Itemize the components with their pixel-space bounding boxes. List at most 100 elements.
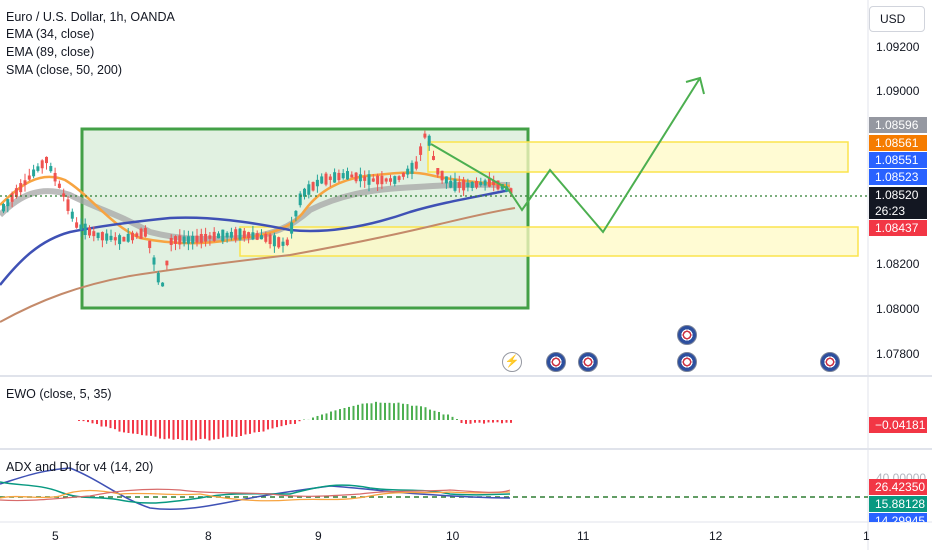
candle-body[interactable] xyxy=(350,174,354,178)
candle-body[interactable] xyxy=(380,175,384,185)
candle-body[interactable] xyxy=(475,181,478,188)
candle-body[interactable] xyxy=(49,166,53,172)
candle-body[interactable] xyxy=(371,178,375,182)
candlesticks[interactable] xyxy=(2,130,513,287)
candle-body[interactable] xyxy=(53,172,57,182)
candle-body[interactable] xyxy=(457,182,461,188)
candle-body[interactable] xyxy=(105,233,109,241)
ema-34-legend[interactable]: EMA (34, close) xyxy=(6,27,95,41)
candle-body[interactable] xyxy=(247,232,251,239)
candle-body[interactable] xyxy=(126,233,130,242)
candle-body[interactable] xyxy=(324,173,328,185)
candle-body[interactable] xyxy=(217,233,220,239)
candle-body[interactable] xyxy=(376,175,380,185)
currency-selector-button[interactable]: USD xyxy=(869,6,925,32)
candle-body[interactable] xyxy=(414,161,418,169)
candle-body[interactable] xyxy=(281,241,285,246)
candle-body[interactable] xyxy=(195,235,199,243)
candle-body[interactable] xyxy=(320,176,324,184)
candle-body[interactable] xyxy=(449,180,453,188)
candle-body[interactable] xyxy=(14,188,18,198)
ewo-histogram[interactable] xyxy=(78,401,512,441)
candle-body[interactable] xyxy=(470,181,474,188)
candle-body[interactable] xyxy=(406,168,410,175)
candle-body[interactable] xyxy=(113,237,117,241)
candle-body[interactable] xyxy=(66,199,70,211)
bolt-icon[interactable]: ⚡ xyxy=(502,352,522,372)
candle-body[interactable] xyxy=(401,172,405,177)
candle-body[interactable] xyxy=(27,175,31,180)
candle-body[interactable] xyxy=(156,272,160,283)
candle-body[interactable] xyxy=(199,233,203,243)
candle-body[interactable] xyxy=(221,229,225,242)
candle-body[interactable] xyxy=(333,172,337,183)
candle-body[interactable] xyxy=(23,180,27,185)
candle-body[interactable] xyxy=(208,235,212,239)
candle-body[interactable] xyxy=(36,166,40,171)
candle-body[interactable] xyxy=(298,193,302,206)
candle-body[interactable] xyxy=(212,231,216,241)
adx-title[interactable]: ADX and DI for v4 (14, 20) xyxy=(6,460,154,474)
candle-body[interactable] xyxy=(303,188,306,197)
candle-body[interactable] xyxy=(440,170,444,181)
candle-body[interactable] xyxy=(10,193,14,202)
sma-legend[interactable]: SMA (close, 50, 200) xyxy=(6,63,123,77)
candle-body[interactable] xyxy=(397,176,401,180)
support-zone[interactable] xyxy=(239,226,859,257)
candle-body[interactable] xyxy=(131,232,134,241)
candle-body[interactable] xyxy=(225,232,229,238)
candle-body[interactable] xyxy=(260,235,263,240)
candle-body[interactable] xyxy=(354,172,358,182)
candle-body[interactable] xyxy=(255,233,259,240)
candle-body[interactable] xyxy=(135,233,139,237)
candle-body[interactable] xyxy=(358,174,362,182)
candle-body[interactable] xyxy=(496,180,500,190)
candle-body[interactable] xyxy=(268,234,272,245)
candle-body[interactable] xyxy=(161,282,165,287)
candle-body[interactable] xyxy=(79,224,83,230)
candle-body[interactable] xyxy=(40,160,44,169)
candle-body[interactable] xyxy=(384,178,388,182)
candle-body[interactable] xyxy=(285,239,289,246)
candle-body[interactable] xyxy=(346,171,349,180)
candle-body[interactable] xyxy=(83,223,87,236)
projection-path[interactable] xyxy=(430,77,701,234)
candle-body[interactable] xyxy=(328,176,332,180)
candle-body[interactable] xyxy=(118,235,122,245)
candle-body[interactable] xyxy=(62,193,66,197)
candle-body[interactable] xyxy=(92,231,96,237)
candle-body[interactable] xyxy=(492,180,496,186)
candle-body[interactable] xyxy=(290,222,294,234)
ewo-title[interactable]: EWO (close, 5, 35) xyxy=(6,387,112,401)
resistance-zone[interactable] xyxy=(427,141,849,173)
candle-body[interactable] xyxy=(100,232,104,241)
candle-body[interactable] xyxy=(264,233,268,242)
candle-body[interactable] xyxy=(444,176,448,184)
ema-89-legend[interactable]: EMA (89, close) xyxy=(6,45,95,59)
us-flag-icon[interactable] xyxy=(578,352,598,372)
candle-body[interactable] xyxy=(109,235,113,240)
candle-body[interactable] xyxy=(423,133,427,138)
candle-body[interactable] xyxy=(174,236,177,244)
candle-body[interactable] xyxy=(419,146,423,155)
candle-body[interactable] xyxy=(311,182,315,191)
candle-body[interactable] xyxy=(487,177,491,187)
candle-body[interactable] xyxy=(2,203,5,212)
candle-body[interactable] xyxy=(509,188,513,194)
candle-body[interactable] xyxy=(307,184,311,195)
candle-body[interactable] xyxy=(453,179,457,191)
candle-body[interactable] xyxy=(427,135,431,146)
candle-body[interactable] xyxy=(191,235,195,244)
candle-body[interactable] xyxy=(363,176,367,181)
us-flag-icon[interactable] xyxy=(677,325,697,345)
candle-body[interactable] xyxy=(393,176,397,184)
candle-body[interactable] xyxy=(238,228,242,240)
candle-body[interactable] xyxy=(178,235,182,245)
candle-body[interactable] xyxy=(234,229,238,240)
candle-body[interactable] xyxy=(389,178,392,182)
candle-body[interactable] xyxy=(70,211,74,219)
candle-body[interactable] xyxy=(337,172,341,181)
candle-body[interactable] xyxy=(122,236,126,242)
candle-body[interactable] xyxy=(88,227,91,236)
